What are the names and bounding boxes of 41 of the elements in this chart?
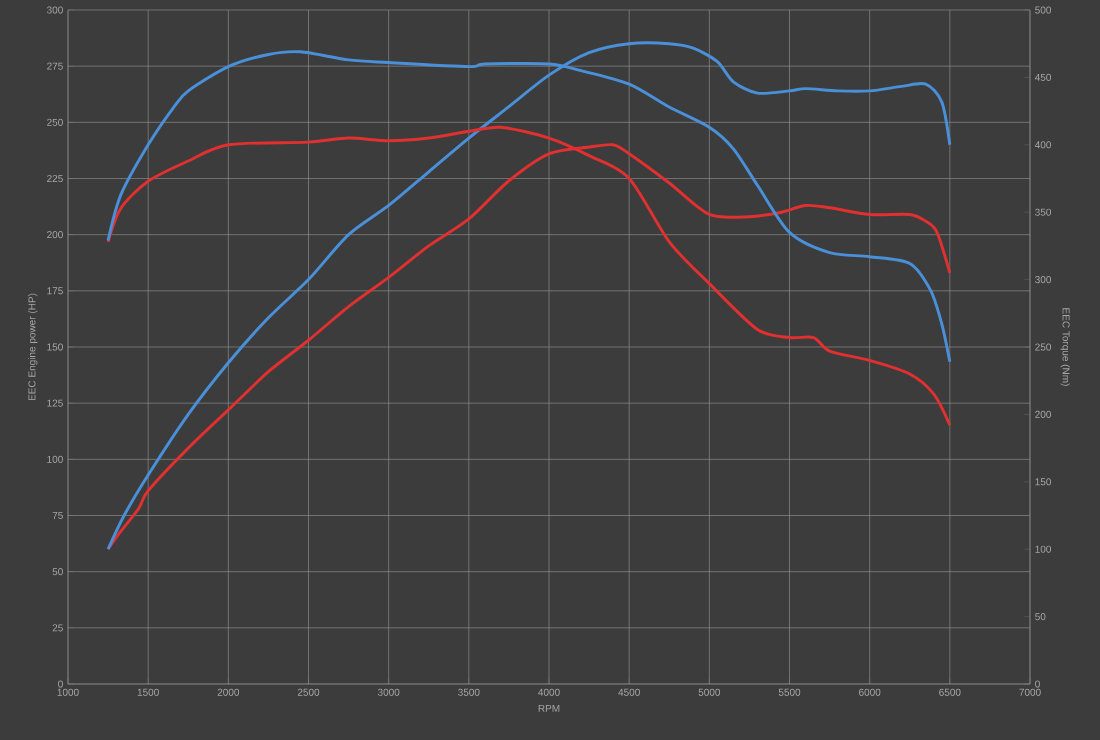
x-tick-label: 7000 bbox=[1019, 688, 1041, 696]
y2-tick-label: 350 bbox=[1035, 208, 1052, 216]
y-tick-label: 225 bbox=[47, 174, 63, 183]
y2-tick-label: 250 bbox=[1035, 343, 1052, 351]
x-tick-label: 5000 bbox=[698, 688, 721, 696]
y-tick-label: 0 bbox=[58, 680, 63, 688]
x-tick-label: 4000 bbox=[538, 688, 560, 696]
y2-tick-label: 200 bbox=[1035, 410, 1052, 418]
x-tick-label: 6500 bbox=[939, 688, 961, 696]
y-tick-label: 275 bbox=[47, 62, 63, 70]
x-tick-label: 2000 bbox=[217, 688, 240, 696]
y-tick-label: 100 bbox=[47, 455, 63, 463]
x-tick-label: 4500 bbox=[618, 688, 640, 696]
x-tick-label: 5500 bbox=[778, 688, 801, 696]
y2-tick-label: 100 bbox=[1035, 545, 1052, 553]
y2-tick-label: 50 bbox=[1035, 613, 1046, 621]
y-tick-label: 25 bbox=[52, 624, 63, 632]
y-tick-label: 250 bbox=[47, 118, 63, 126]
x-axis-title: RPM bbox=[538, 704, 560, 712]
x-tick-label: 1000 bbox=[57, 688, 79, 696]
y2-axis-title: EEC Torque (Nm) bbox=[1060, 308, 1070, 386]
y-tick-label: 200 bbox=[47, 231, 63, 239]
y2-tick-label: 450 bbox=[1034, 73, 1052, 81]
y-tick-label: 50 bbox=[52, 568, 63, 576]
line-series bbox=[106, 41, 952, 551]
y2-tick-label: 150 bbox=[1035, 478, 1052, 486]
x-tick-label: 6000 bbox=[859, 688, 881, 696]
x-tick-label: 1500 bbox=[137, 688, 159, 696]
y-tick-label: 125 bbox=[47, 399, 63, 407]
y-axis-title: EEC Engine power (HP) bbox=[28, 293, 38, 401]
y-tick-label: 300 bbox=[46, 6, 63, 14]
y2-tick-label: 500 bbox=[1035, 6, 1052, 14]
y-tick-label: 175 bbox=[47, 287, 63, 295]
x-tick-label: 2500 bbox=[297, 688, 320, 696]
x-tick-label: 3500 bbox=[458, 688, 480, 696]
y2-tick-label: 0 bbox=[1035, 680, 1040, 688]
y2-tick-label: 300 bbox=[1035, 276, 1052, 284]
y-tick-label: 75 bbox=[52, 512, 63, 519]
y2-tick-label: 400 bbox=[1034, 141, 1052, 149]
x-tick-label: 3000 bbox=[377, 688, 400, 696]
y-tick-label: 150 bbox=[47, 343, 63, 351]
